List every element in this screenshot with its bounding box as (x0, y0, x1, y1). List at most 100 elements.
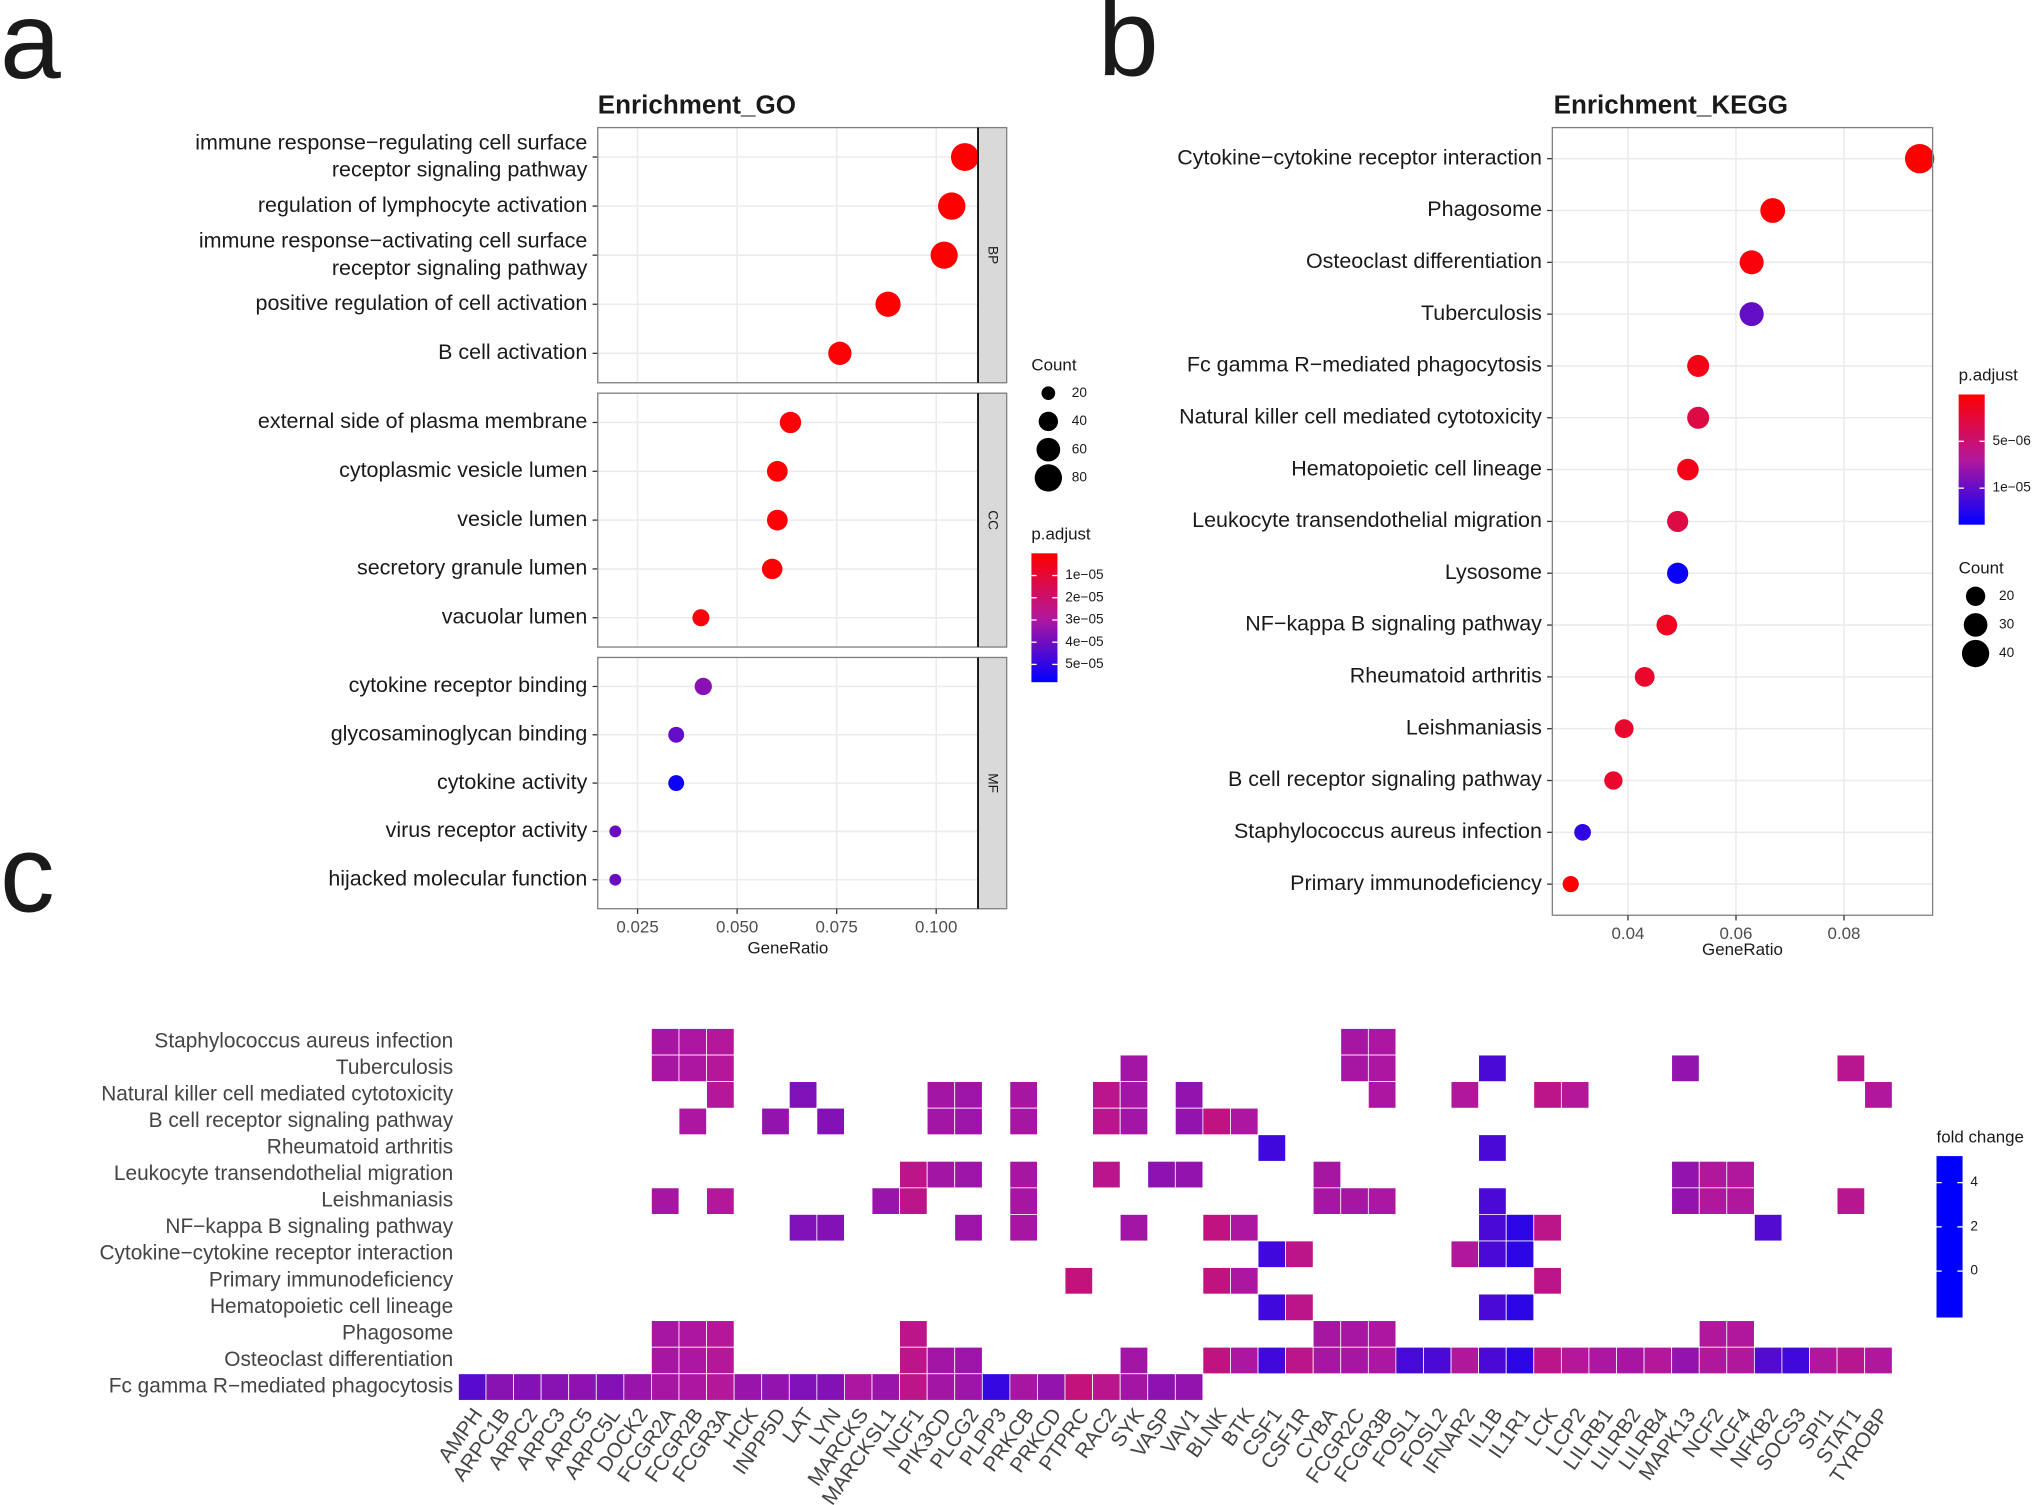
heat-cell (761, 1107, 790, 1136)
dot (1739, 302, 1764, 327)
heat-cell (1698, 1346, 1728, 1375)
row-label: Leishmaniasis (321, 1189, 453, 1212)
dot (938, 192, 966, 220)
y-tick-label: Leishmaniasis (1406, 715, 1542, 739)
heat-cell (816, 1373, 845, 1401)
dot (1562, 876, 1579, 893)
dot (1904, 144, 1935, 174)
colorbar (1958, 394, 1985, 525)
row-label: Staphylococcus aureus infection (154, 1029, 453, 1052)
legend-title: fold change (1937, 1127, 2024, 1146)
heat-cell (706, 1320, 735, 1348)
heat-cell (1395, 1346, 1424, 1375)
dot (779, 411, 802, 434)
row-label: Osteoclast differentiation (224, 1348, 453, 1371)
heat-cell (954, 1107, 983, 1136)
row-label: B cell receptor signaling pathway (149, 1109, 454, 1132)
row-label: Primary immunodeficiency (209, 1268, 454, 1291)
heat-cell (1257, 1240, 1287, 1268)
legend-label: 20 (1072, 385, 1088, 400)
heat-cell (1119, 1214, 1149, 1242)
heat-cell (788, 1214, 818, 1242)
row-label: Phagosome (342, 1321, 453, 1344)
legend-dot (1963, 613, 1988, 637)
text-line: immune response−regulating cell surface (195, 130, 587, 154)
heat-cell (1478, 1054, 1507, 1083)
heat-cell (1864, 1081, 1893, 1109)
heat-cell (1367, 1028, 1397, 1056)
heat-cell (1698, 1320, 1728, 1348)
dot (1667, 510, 1689, 533)
heat-cell (651, 1187, 680, 1215)
heat-cell (1478, 1346, 1507, 1375)
legend-dot (1036, 437, 1061, 462)
y-tick-label: Fc gamma R−mediated phagocytosis (1187, 353, 1542, 377)
y-tick-label: vesicle lumen (457, 507, 587, 531)
heat-cell (678, 1107, 707, 1136)
heat-cell (1092, 1373, 1121, 1401)
x-tick-label: 0.06 (1720, 924, 1753, 943)
heat-cell (651, 1346, 680, 1375)
dot (950, 143, 979, 171)
legend-label: 40 (1999, 645, 2015, 660)
heat-cell (1478, 1293, 1507, 1322)
heat-cell (788, 1081, 818, 1109)
heat-cell (954, 1081, 983, 1109)
heat-cell (1174, 1373, 1204, 1401)
y-tick-label: Hematopoietic cell lineage (1291, 456, 1542, 480)
heat-cell (1174, 1081, 1204, 1109)
dot (1739, 250, 1764, 275)
heat-cell (1671, 1187, 1700, 1215)
heat-cell (1836, 1346, 1866, 1375)
row-label: NF−kappa B signaling pathway (165, 1215, 453, 1238)
heat-cell (954, 1214, 983, 1242)
heat-cell (899, 1160, 928, 1189)
panel-label: c (0, 813, 55, 935)
heat-cell (1781, 1346, 1810, 1375)
heat-cell (1753, 1214, 1783, 1242)
heat-cell (1147, 1160, 1176, 1189)
heat-cell (1312, 1346, 1342, 1375)
y-tick-label: Natural killer cell mediated cytotoxicit… (1179, 404, 1542, 428)
legend-dot (1034, 464, 1063, 492)
dot (1656, 614, 1678, 636)
heat-cell (899, 1346, 928, 1375)
heat-cell (1864, 1346, 1893, 1375)
heat-cell (706, 1187, 735, 1215)
dot (930, 241, 958, 269)
heat-cell (1230, 1346, 1259, 1375)
dot (1677, 458, 1699, 481)
dot (766, 460, 788, 482)
heat-cell (1478, 1187, 1507, 1215)
y-tick-label: cytokine activity (437, 770, 588, 794)
heat-cell (1671, 1346, 1700, 1375)
heat-cell (1367, 1320, 1397, 1348)
y-tick-label: cytokine receptor binding (349, 673, 588, 697)
heat-cell (1450, 1240, 1480, 1268)
heat-cell (899, 1187, 928, 1215)
heat-cell (651, 1054, 680, 1083)
x-tick-label: 0.075 (816, 918, 858, 937)
heat-cell (926, 1081, 956, 1109)
heat-cell (678, 1320, 707, 1348)
y-tick-label: Staphylococcus aureus infection (1234, 819, 1542, 843)
y-tick-label: Osteoclast differentiation (1306, 249, 1542, 273)
heat-cell (1560, 1081, 1590, 1109)
heat-cell (678, 1373, 707, 1401)
heat-cell (899, 1373, 928, 1401)
heat-cell (1478, 1214, 1507, 1242)
row-label: Hematopoietic cell lineage (210, 1295, 453, 1318)
y-tick-label: NF−kappa B signaling pathway (1245, 612, 1542, 636)
legend-title: Count (1031, 355, 1076, 374)
heat-cell (1533, 1267, 1562, 1295)
panel-label: a (0, 0, 61, 102)
heat-cell (1726, 1320, 1755, 1348)
legend-dot (1041, 386, 1056, 401)
heat-cell (1643, 1346, 1673, 1375)
x-axis-title: GeneRatio (1702, 940, 1783, 959)
heat-cell (1753, 1346, 1783, 1375)
heat-cell (458, 1373, 487, 1401)
heat-cell (1423, 1346, 1452, 1375)
y-tick-label: regulation of lymphocyte activation (258, 193, 587, 217)
